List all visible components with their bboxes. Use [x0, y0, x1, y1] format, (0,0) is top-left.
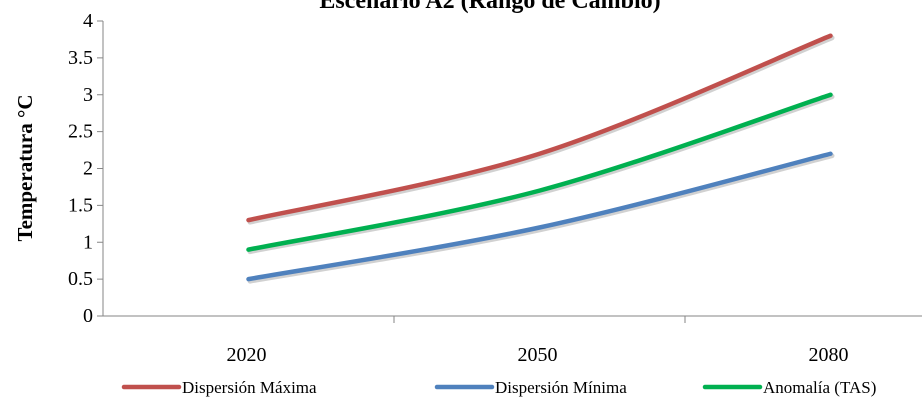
x-axis-ticks: 2020 2050 2080: [227, 316, 849, 366]
legend: Dispersión Máxima Dispersión Mínima Anomal…: [121, 378, 876, 397]
series-line-anomalia-tas: [246, 92, 833, 252]
x-tick-label: 2050: [518, 344, 558, 366]
y-tick-label: 2: [83, 158, 93, 180]
y-tick-label: 0: [83, 305, 93, 327]
axes: [102, 21, 922, 317]
y-tick-label: 4: [83, 10, 93, 32]
chart-title: Escenario A2 (Rango de Cambio): [319, 0, 660, 14]
series-line-dispersion-maxima: [246, 33, 833, 223]
y-tick-label: 3.5: [68, 47, 93, 69]
y-tick-label: 2.5: [68, 121, 93, 143]
x-tick-label: 2020: [227, 344, 267, 366]
y-tick-label: 1: [83, 231, 93, 253]
y-tick-label: 0.5: [68, 268, 93, 290]
y-tick-label: 3: [83, 84, 93, 106]
legend-label: Dispersión Mínima: [495, 378, 627, 397]
series-shadow-dispersion-maxima: [247, 35, 835, 225]
y-tick-label: 1.5: [68, 194, 93, 216]
y-axis-title: Temperatura °C: [13, 94, 37, 241]
legend-label: Dispersión Máxima: [182, 378, 317, 397]
series-layer: [246, 33, 835, 284]
legend-label: Anomalía (TAS): [763, 378, 876, 397]
series-line-dispersion-minima: [246, 151, 833, 282]
x-tick-label: 2080: [809, 344, 849, 366]
y-axis-ticks: 0 0.5 1 1.5 2 2.5 3 3.5 4: [68, 10, 103, 327]
